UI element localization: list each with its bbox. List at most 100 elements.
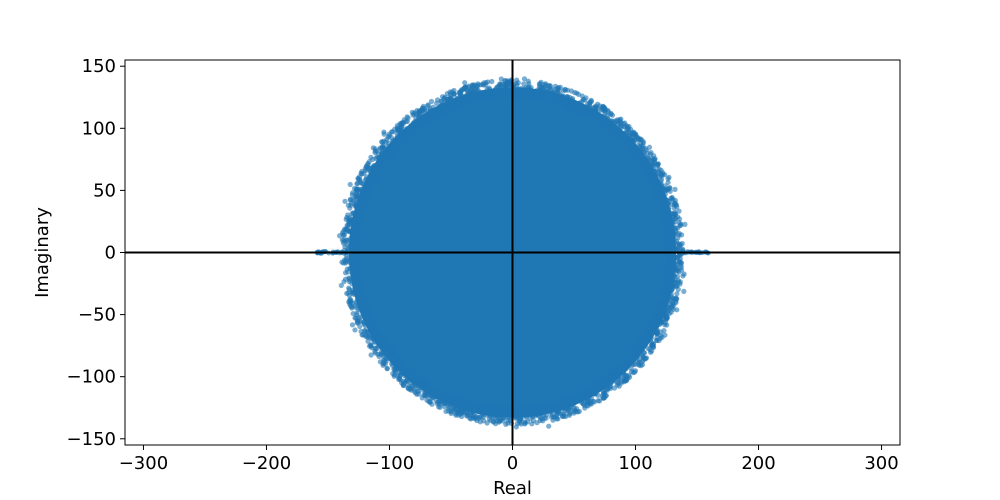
scatter-point: [663, 188, 669, 194]
scatter-point: [384, 136, 390, 143]
scatter-point: [397, 377, 403, 383]
scatter-point: [458, 410, 465, 417]
scatter-point: [350, 223, 356, 229]
scatter-point: [484, 412, 490, 418]
scatter-point: [477, 95, 484, 101]
scatter-point: [640, 149, 646, 156]
scatter-point: [669, 274, 675, 281]
scatter-point: [483, 79, 489, 86]
scatter-point: [379, 162, 385, 168]
scatter-point: [546, 407, 552, 413]
scatter-point: [521, 88, 527, 95]
scatter-point: [650, 327, 656, 333]
scatter-point: [494, 406, 500, 412]
scatter-point: [358, 208, 365, 215]
scatter-point: [373, 326, 380, 332]
scatter-point: [574, 107, 580, 113]
scatter-point: [604, 375, 611, 381]
scatter-point: [342, 244, 348, 250]
scatter-point: [674, 291, 680, 297]
scatter-point: [673, 202, 679, 208]
scatter-point: [425, 114, 432, 120]
scatter-point: [460, 101, 466, 107]
scatter-point: [666, 174, 672, 180]
scatter-point: [605, 385, 612, 391]
scatter-point: [443, 408, 449, 414]
scatter-point: [525, 85, 531, 91]
scatter-point: [623, 133, 629, 139]
scatter-point: [433, 100, 440, 106]
scatter-point: [655, 192, 661, 198]
scatter-point: [636, 340, 642, 346]
scatter-point: [472, 407, 478, 413]
scatter-point: [342, 276, 349, 282]
scatter-point: [415, 117, 421, 124]
scatter-point: [667, 286, 673, 293]
scatter-point: [656, 182, 663, 188]
scatter-point: [615, 132, 621, 138]
scatter-point: [362, 178, 369, 184]
scatter-point: [618, 124, 625, 131]
scatter-point: [602, 123, 609, 129]
scatter-point: [505, 78, 511, 84]
scatter-point: [349, 237, 355, 243]
scatter-point: [567, 98, 573, 104]
scatter-point: [359, 332, 365, 338]
scatter-point: [565, 103, 572, 109]
scatter-point: [652, 160, 658, 166]
scatter-point: [358, 284, 364, 290]
y-tick-label: −50: [78, 305, 116, 326]
scatter-point: [645, 329, 651, 336]
scatter-point: [347, 181, 353, 188]
scatter-point: [355, 237, 361, 243]
scatter-point: [462, 80, 468, 86]
scatter-point: [667, 185, 673, 191]
scatter-point: [646, 144, 653, 150]
scatter-point: [557, 97, 563, 103]
scatter-point: [355, 188, 361, 194]
scatter-point: [677, 259, 683, 265]
scatter-point: [384, 366, 390, 372]
scatter-point: [358, 314, 364, 320]
scatter-point: [401, 364, 407, 370]
scatter-point: [666, 260, 672, 266]
scatter-point: [422, 107, 428, 113]
scatter-point: [664, 313, 670, 319]
scatter-point: [397, 131, 403, 137]
scatter-point: [443, 395, 449, 402]
scatter-point: [350, 217, 356, 223]
scatter-point: [350, 210, 357, 216]
scatter-point: [641, 349, 647, 355]
scatter-point: [669, 210, 675, 216]
scatter-point: [475, 403, 481, 409]
scatter-point: [556, 407, 562, 413]
scatter-point: [655, 170, 661, 176]
scatter-point: [601, 379, 607, 386]
scatter-point: [360, 181, 366, 188]
scatter-point: [662, 332, 668, 338]
scatter-point: [425, 102, 431, 108]
x-tick-label: 100: [618, 453, 652, 474]
scatter-point: [654, 330, 660, 336]
scatter-point: [363, 167, 369, 174]
scatter-point: [348, 261, 354, 267]
scatter-point: [359, 171, 365, 177]
scatter-point: [647, 174, 653, 180]
scatter-point: [659, 185, 665, 191]
scatter-point: [437, 103, 443, 109]
scatter-point: [575, 101, 581, 108]
scatter-point: [522, 421, 528, 427]
scatter-point: [555, 84, 562, 91]
scatter-point: [662, 196, 669, 202]
scatter-point: [343, 226, 349, 233]
scatter-point: [383, 150, 389, 157]
scatter-point: [536, 404, 542, 411]
scatter-point: [669, 279, 675, 285]
scatter-point: [640, 354, 646, 360]
scatter-point: [551, 89, 557, 95]
scatter-point: [582, 111, 588, 117]
x-tick-label: −200: [242, 453, 291, 474]
scatter-point: [664, 309, 671, 315]
scatter-point: [342, 198, 348, 204]
scatter-point: [394, 126, 400, 132]
